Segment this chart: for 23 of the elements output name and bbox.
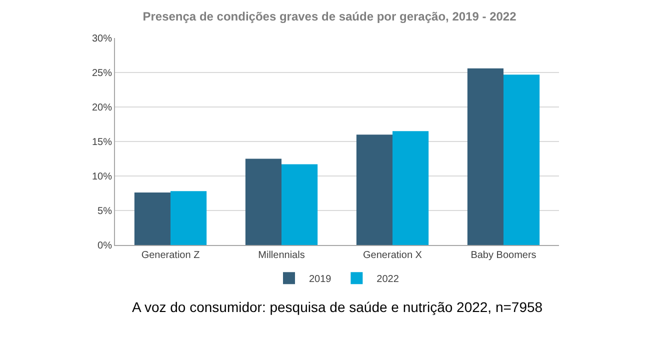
bar (392, 131, 429, 245)
y-tick-label: 20% (92, 102, 112, 114)
y-tick-label: 30% (92, 34, 112, 44)
y-tick-label: 25% (92, 68, 112, 79)
text: A voz do consumidor: pesquisa de saúde e nutrição 2022, n=7958 (132, 299, 543, 315)
legend-label: 2022 (376, 274, 400, 286)
bar (134, 192, 170, 245)
x-tick-label: Millennials (258, 250, 305, 261)
chart-title: Presença de condições graves de saúde por geração, 2019 - 2022 (142, 9, 517, 24)
bar (356, 134, 392, 245)
y-tick-label: 10% (92, 172, 112, 182)
x-tick-label: Generation X (363, 250, 422, 261)
bar (245, 158, 282, 245)
x-tick-label: Baby Boomers (470, 250, 536, 261)
bar (170, 191, 207, 245)
x-tick-label: Generation Z (141, 250, 200, 261)
bar (467, 68, 504, 245)
y-tick-label: 15% (92, 137, 112, 148)
y-tick-label: 0% (98, 240, 112, 252)
bar (282, 164, 318, 245)
legend-label: 2019 (309, 274, 332, 286)
y-tick-label: 5% (98, 206, 112, 217)
bar (504, 74, 540, 245)
